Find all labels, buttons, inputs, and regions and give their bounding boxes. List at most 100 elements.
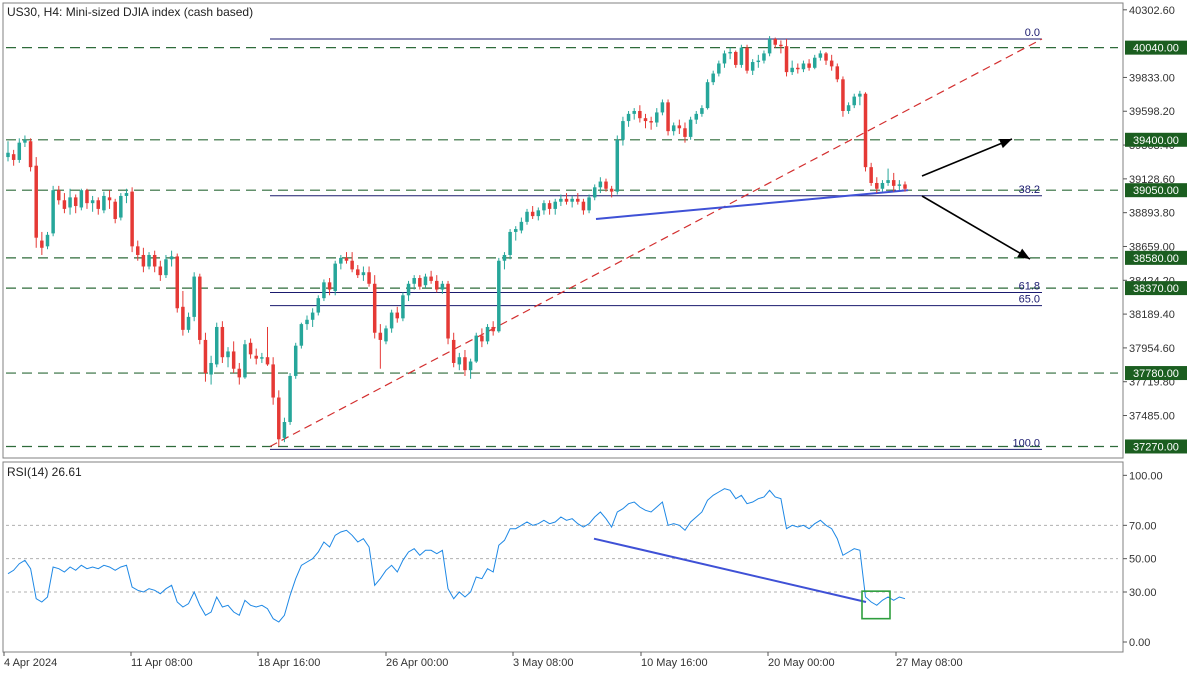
candle-body — [784, 46, 789, 73]
candle-body — [632, 110, 636, 114]
level-price-text: 38370.00 — [1133, 283, 1179, 295]
candle-body — [875, 182, 879, 189]
candle-body — [615, 139, 620, 192]
price-tick-label: 39598.20 — [1129, 106, 1175, 118]
level-price-tag — [1125, 40, 1187, 55]
price-tick-label: 40302.60 — [1129, 5, 1175, 17]
candle-body — [581, 201, 586, 211]
arrow-up-head — [999, 138, 1012, 149]
candle-body — [333, 263, 337, 291]
candle-body — [513, 229, 518, 232]
candle-body — [592, 187, 597, 198]
candle-body — [773, 38, 777, 45]
candle-body — [327, 282, 332, 290]
candle-body — [203, 339, 208, 374]
candle-body — [344, 257, 349, 261]
arrow-down-shaft — [921, 195, 1031, 260]
rsi-indicator: 100.00 70.00 50.00 30.00 0.00 — [6, 470, 1163, 649]
candle-body — [293, 345, 298, 376]
candle-body — [734, 51, 738, 65]
candle-body — [237, 368, 242, 378]
candle-body — [671, 125, 676, 132]
candle-body — [136, 246, 140, 255]
level-price-text: 38580.00 — [1133, 253, 1179, 265]
candle-body — [829, 60, 834, 67]
candle-body — [220, 326, 225, 358]
candle-body — [248, 342, 253, 355]
price-tick-label: 38659.00 — [1129, 241, 1175, 253]
candle-body — [858, 93, 862, 97]
candle-body — [68, 197, 72, 208]
candle-body — [119, 195, 123, 218]
price-pane[interactable] — [2, 2, 1124, 459]
forecast-arrows[interactable] — [921, 138, 1031, 260]
candle-body — [181, 306, 185, 330]
candle-body — [835, 66, 840, 80]
candle-body — [231, 351, 236, 369]
arrow-up-shaft — [921, 138, 1013, 177]
rsi-tick-label: 30.00 — [1129, 587, 1157, 599]
candle-body — [51, 190, 55, 234]
candle-body — [384, 328, 388, 342]
price-tick-label: 38189.40 — [1129, 309, 1175, 321]
candle-body — [40, 240, 44, 248]
candle-body — [158, 266, 163, 276]
fib-level-label: 65.0 — [1019, 294, 1040, 306]
candle-body — [147, 254, 151, 267]
candle-body — [852, 96, 856, 106]
candle-body — [903, 184, 907, 189]
candle-body — [11, 154, 16, 160]
candle-body — [796, 67, 800, 70]
candle-body — [401, 295, 405, 319]
candle-body — [350, 260, 354, 270]
level-price-tag — [1125, 183, 1187, 198]
rsi-pane[interactable] — [2, 461, 1124, 653]
candle-body — [530, 211, 535, 217]
candle-body — [485, 326, 490, 342]
candle-body — [643, 118, 648, 122]
candle-body — [525, 211, 529, 222]
fib-level-label: 61.8 — [1019, 281, 1040, 293]
candle-body — [226, 351, 230, 358]
candle-body — [626, 113, 631, 122]
candle-body — [107, 197, 112, 201]
candle-body — [90, 200, 95, 204]
price-tick-label: 39833.00 — [1129, 72, 1175, 84]
candle-body — [536, 210, 541, 217]
candle-body — [192, 276, 196, 317]
candle-body — [277, 397, 281, 440]
level-price-tag — [1125, 132, 1187, 147]
price-axis: 40302.6039833.0039598.2039363.4039128.60… — [1123, 5, 1187, 454]
candle-body — [863, 93, 868, 168]
candle-body — [660, 102, 665, 113]
candle-body — [79, 190, 84, 208]
trendlines[interactable] — [269, 38, 1043, 448]
candle-body — [480, 335, 484, 342]
candle-body — [124, 193, 129, 196]
candle-body — [209, 362, 213, 375]
level-price-text: 39050.00 — [1133, 185, 1179, 197]
candle-body — [113, 201, 117, 219]
candle-body — [694, 113, 699, 120]
candle-body — [282, 422, 287, 438]
candle-body — [96, 200, 101, 209]
candle-body — [897, 184, 902, 186]
candle-body — [23, 139, 27, 143]
candle-body — [463, 357, 467, 371]
level-price-tag — [1125, 281, 1187, 296]
rsi-line — [7, 488, 906, 623]
candle-body — [316, 298, 321, 313]
candle-body — [508, 231, 512, 255]
candle-body — [468, 361, 473, 371]
rsi-tick-label: 100.00 — [1129, 470, 1163, 482]
candle-body — [880, 182, 885, 189]
time-tick-label: 10 May 16:00 — [641, 657, 708, 669]
candle-body — [152, 254, 157, 267]
candle-body — [435, 280, 439, 290]
candle-body — [717, 63, 721, 74]
fibonacci-retracement[interactable]: 0.0 38.2 61.865.0 100.0 — [270, 27, 1042, 450]
rsi-tick-label: 0.00 — [1129, 637, 1150, 649]
time-tick-label: 26 Apr 00:00 — [386, 657, 448, 669]
level-price-text: 39400.00 — [1133, 135, 1179, 147]
candle-body — [677, 125, 682, 129]
